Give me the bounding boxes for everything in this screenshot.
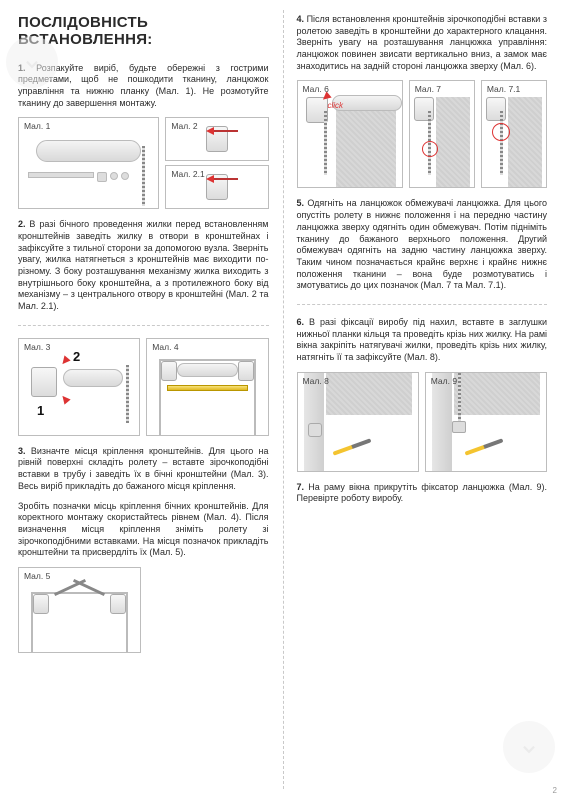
step-3-text-b: Зробіть позначки місць кріплення бічних … [18, 501, 269, 559]
figure-caption: Мал. 3 [24, 342, 50, 352]
figure-4: Мал. 4 [146, 338, 268, 436]
figure-caption: Мал. 7 [415, 84, 441, 94]
figure-2: Мал. 2 [165, 117, 268, 161]
step-4-text: 4. Після встановлення кронштейнів зірочк… [297, 14, 548, 72]
figure-caption: Мал. 4 [152, 342, 178, 352]
step-3-text-a: 3. Визначте місця кріплення кронштейнів.… [18, 446, 269, 493]
figure-caption: Мал. 8 [303, 376, 329, 386]
watermark-icon [503, 721, 555, 773]
figure-9: Мал. 9 [425, 372, 547, 472]
step-5-text: 5. Одягніть на ланцюжок обмежувачі ланцю… [297, 198, 548, 292]
step-body: В разі бічного проведення жилки перед вс… [18, 219, 269, 311]
step-number: 6. [297, 317, 305, 327]
figure-row-1: Мал. 1 Мал. 2 [18, 117, 269, 209]
figure-row-5: Мал. 8 Мал. 9 [297, 372, 548, 472]
figure-3: Мал. 3 1 2 [18, 338, 140, 436]
step-number: 5. [297, 198, 305, 208]
figure-caption: Мал. 2.1 [171, 169, 204, 179]
section-divider [297, 304, 548, 305]
figure-caption: Мал. 5 [24, 571, 50, 581]
figure-2-1: Мал. 2.1 [165, 165, 268, 209]
figure-8: Мал. 8 [297, 372, 419, 472]
page: ПОСЛІДОВНІСТЬ ВСТАНОВЛЕННЯ: 1. Розпакуйт… [0, 0, 565, 799]
step-6-text: 6. В разі фіксації виробу під нахил, вст… [297, 317, 548, 364]
figure-caption: Мал. 6 [303, 84, 329, 94]
figure-row-2: Мал. 3 1 2 Мал. 4 [18, 338, 269, 436]
page-number: 2 [553, 786, 557, 795]
figure-caption: Мал. 1 [24, 121, 50, 131]
figure-1: Мал. 1 [18, 117, 159, 209]
figure-caption: Мал. 2 [171, 121, 197, 131]
figure-7: Мал. 7 [409, 80, 475, 188]
watermark-icon [6, 36, 58, 88]
step-body: Одягніть на ланцюжок обмежувачі ланцюжка… [297, 198, 548, 290]
figure-6: Мал. 6 click [297, 80, 403, 188]
step-2-text: 2. В разі бічного проведення жилки перед… [18, 219, 269, 313]
left-column: ПОСЛІДОВНІСТЬ ВСТАНОВЛЕННЯ: 1. Розпакуйт… [0, 0, 283, 799]
step-body: На раму вікна прикрутіть фіксатор ланцюж… [297, 482, 548, 504]
step-number: 3. [18, 446, 26, 456]
step-number: 7. [297, 482, 305, 492]
step-number: 4. [297, 14, 305, 24]
figure-7-1: Мал. 7.1 [481, 80, 547, 188]
page-title: ПОСЛІДОВНІСТЬ ВСТАНОВЛЕННЯ: [18, 14, 269, 49]
figure-5: Мал. 5 [18, 567, 141, 653]
step-body: Визначте місця кріплення кронштейнів. Дл… [18, 446, 269, 491]
right-column: 4. Після встановлення кронштейнів зірочк… [283, 0, 565, 799]
figure-row-3: Мал. 5 [18, 567, 269, 653]
figure-caption: Мал. 7.1 [487, 84, 520, 94]
click-label: click [328, 101, 344, 110]
step-body: В разі фіксації виробу під нахил, вставт… [297, 317, 548, 362]
step-body: Після встановлення кронштейнів зірочкопо… [297, 14, 548, 71]
figure-row-4: Мал. 6 click Мал. 7 Мал. 7.1 [297, 80, 548, 188]
step-number: 2. [18, 219, 26, 229]
step-7-text: 7. На раму вікна прикрутіть фіксатор лан… [297, 482, 548, 505]
figure-caption: Мал. 9 [431, 376, 457, 386]
section-divider [18, 325, 269, 326]
